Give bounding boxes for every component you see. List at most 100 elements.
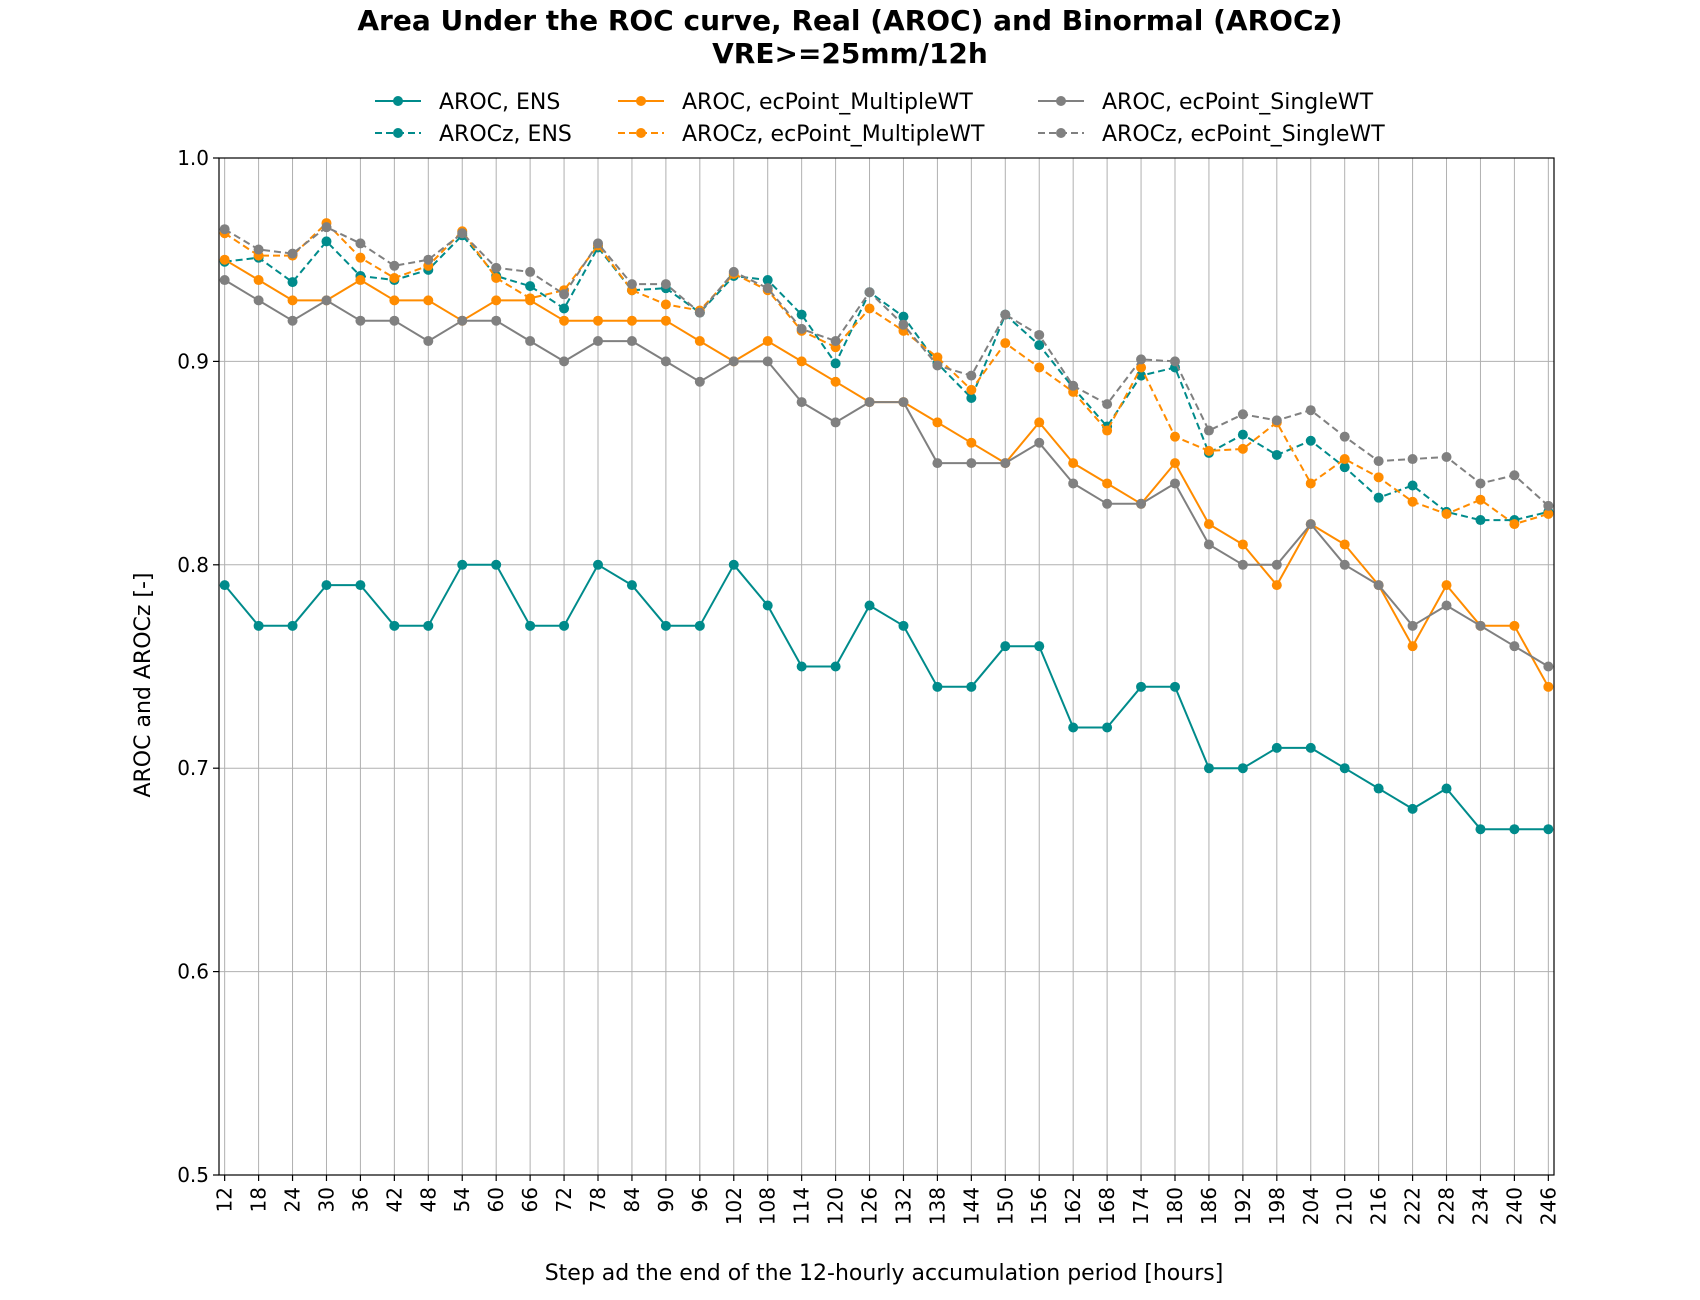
x-tick-label: 36	[348, 1187, 372, 1212]
data-point	[762, 356, 773, 367]
data-point	[660, 620, 671, 631]
data-point	[219, 580, 230, 591]
data-point	[423, 295, 434, 306]
data-point	[1203, 519, 1214, 530]
data-point	[762, 275, 773, 286]
y-tick-label: 1.0	[177, 146, 209, 170]
x-tick-label: 240	[1502, 1187, 1526, 1225]
x-tick-label: 90	[654, 1187, 678, 1212]
data-point	[1271, 559, 1282, 570]
legend-marker	[636, 96, 646, 106]
data-point	[1203, 763, 1214, 774]
y-tick-label: 0.7	[177, 756, 209, 780]
data-point	[864, 287, 875, 298]
data-point	[796, 397, 807, 408]
data-point	[796, 356, 807, 367]
data-point	[830, 376, 841, 387]
x-tick-label: 168	[1095, 1187, 1119, 1225]
data-point	[796, 309, 807, 320]
chart-title: Area Under the ROC curve, Real (AROC) an…	[357, 4, 1342, 37]
data-point	[491, 295, 502, 306]
series-line	[223, 563, 1549, 831]
data-point	[1068, 380, 1079, 391]
data-point	[1102, 478, 1113, 489]
data-point	[864, 397, 875, 408]
x-tick-label: 162	[1061, 1187, 1085, 1225]
series-group	[219, 218, 1554, 835]
legend-marker	[393, 96, 403, 106]
data-point	[1034, 437, 1045, 448]
x-tick-label: 234	[1468, 1187, 1492, 1225]
data-point	[1339, 462, 1350, 473]
x-tick-label: 18	[247, 1187, 271, 1212]
data-point	[1441, 508, 1452, 519]
legend-label: AROC, ecPoint_SingleWT	[1102, 90, 1374, 115]
data-point	[1102, 425, 1113, 436]
data-point	[491, 559, 502, 570]
data-point	[1000, 309, 1011, 320]
data-point	[1509, 620, 1520, 631]
data-point	[559, 620, 570, 631]
data-point	[966, 370, 977, 381]
x-tick-label: 186	[1197, 1187, 1221, 1225]
x-tick-label: 138	[925, 1187, 949, 1225]
data-point	[525, 336, 536, 347]
data-point	[966, 393, 977, 404]
data-point	[355, 252, 366, 263]
legend-item: AROC, ecPoint_SingleWT	[1038, 90, 1374, 115]
data-point	[1237, 559, 1248, 570]
data-point	[1068, 458, 1079, 469]
data-point	[593, 336, 604, 347]
data-point	[321, 295, 332, 306]
data-point	[1203, 539, 1214, 550]
data-point	[1373, 492, 1384, 503]
y-axis-label: AROC and AROCz [-]	[131, 572, 156, 797]
data-point	[1407, 454, 1418, 465]
data-point	[355, 238, 366, 249]
data-point	[1237, 429, 1248, 440]
legend-label: AROC, ENS	[439, 90, 560, 115]
series-line	[224, 234, 1549, 522]
x-tick-label: 24	[281, 1187, 305, 1212]
legend-marker	[1056, 96, 1066, 106]
data-point	[1169, 356, 1180, 367]
data-point	[355, 315, 366, 326]
x-tick-label: 30	[314, 1187, 338, 1212]
data-point	[389, 315, 400, 326]
data-point	[660, 315, 671, 326]
data-point	[1475, 824, 1486, 835]
data-point	[287, 620, 298, 631]
data-point	[1509, 824, 1520, 835]
data-point	[287, 248, 298, 259]
y-tick-label: 0.9	[177, 349, 209, 373]
data-point	[1237, 409, 1248, 420]
legend-label: AROCz, ENS	[439, 122, 572, 147]
x-tick-label: 54	[450, 1187, 474, 1212]
data-point	[1407, 620, 1418, 631]
data-point	[1034, 329, 1045, 340]
data-point	[219, 254, 230, 265]
data-point	[559, 289, 570, 300]
x-tick-label: 228	[1435, 1187, 1459, 1225]
data-point	[830, 417, 841, 428]
x-tick-label: 174	[1129, 1187, 1153, 1225]
x-tick-label: 132	[891, 1187, 915, 1225]
x-tick-label: 198	[1265, 1187, 1289, 1225]
x-tick-label: 120	[824, 1187, 848, 1225]
data-point	[457, 228, 468, 239]
data-point	[321, 236, 332, 247]
data-point	[830, 661, 841, 672]
x-tick-label: 192	[1231, 1187, 1255, 1225]
y-tick-label: 0.8	[177, 553, 209, 577]
data-point	[321, 222, 332, 233]
data-point	[1305, 405, 1316, 416]
legend-marker	[636, 128, 646, 138]
data-point	[1102, 722, 1113, 733]
data-point	[864, 303, 875, 314]
data-point	[491, 273, 502, 284]
data-point	[1339, 559, 1350, 570]
data-point	[1339, 539, 1350, 550]
data-point	[898, 397, 909, 408]
data-point	[1271, 580, 1282, 591]
